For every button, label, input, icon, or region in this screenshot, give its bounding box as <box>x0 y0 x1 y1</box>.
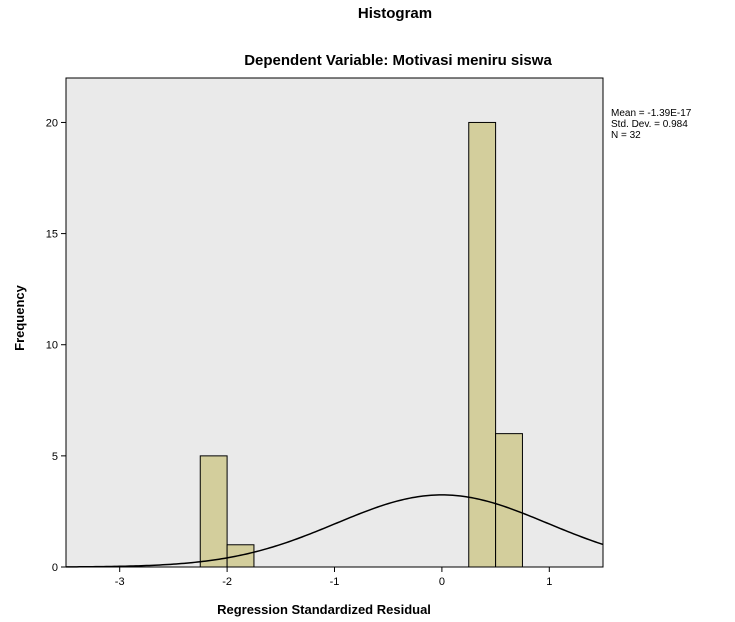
y-tick-label: 5 <box>52 451 58 463</box>
y-tick-label: 10 <box>46 340 58 352</box>
x-tick-label: -1 <box>330 576 340 588</box>
y-axis-title: Frequency <box>12 284 27 351</box>
stats-n: N = 32 <box>611 130 641 141</box>
bars-group <box>199 121 523 568</box>
histogram-bar <box>199 455 228 568</box>
x-axis-title: Regression Standardized Residual <box>217 602 431 617</box>
y-tick-label: 0 <box>52 562 58 574</box>
histogram-bar <box>468 121 497 568</box>
x-tick-label: -2 <box>222 576 232 588</box>
histogram-bar <box>495 433 523 568</box>
chart-title: Histogram <box>358 5 432 22</box>
x-tick-label: 1 <box>546 576 552 588</box>
stats-sd: Std. Dev. = 0.984 <box>611 119 688 130</box>
y-tick-label: 15 <box>46 229 58 241</box>
x-tick-label: -3 <box>115 576 125 588</box>
normal-curve <box>65 494 604 568</box>
x-tick-label: 0 <box>439 576 445 588</box>
stats-box: Mean = -1.39E-17 Std. Dev. = 0.984 N = 3… <box>611 108 692 141</box>
stats-mean: Mean = -1.39E-17 <box>611 108 692 119</box>
y-tick-label: 20 <box>46 117 58 129</box>
chart-subtitle: Dependent Variable: Motivasi meniru sisw… <box>244 52 552 69</box>
